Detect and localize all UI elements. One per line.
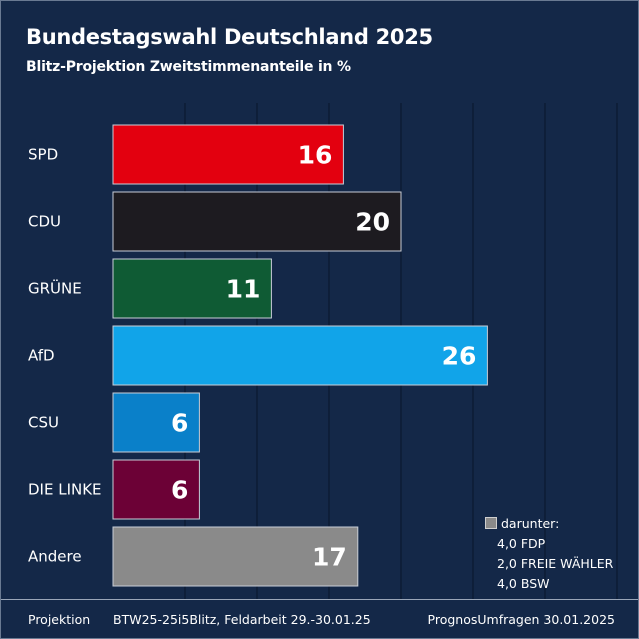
bar-andere bbox=[112, 526, 359, 587]
bar-die-linke bbox=[112, 459, 200, 520]
category-label-andere: Andere bbox=[28, 548, 82, 566]
bar-csu bbox=[112, 392, 200, 453]
footer-type: Projektion bbox=[28, 612, 91, 627]
value-label-andere: 17 bbox=[312, 543, 347, 572]
bar-spd bbox=[112, 124, 344, 185]
value-label-afd: 26 bbox=[442, 342, 477, 371]
category-label-afd: AfD bbox=[28, 347, 55, 365]
legend: darunter: 4,0 FDP 2,0 FREIE WÄHLER 4,0 B… bbox=[485, 514, 613, 594]
value-label-cdu: 20 bbox=[355, 208, 390, 237]
legend-header: darunter: bbox=[485, 514, 613, 534]
bar-cdu bbox=[112, 191, 402, 252]
legend-swatch bbox=[485, 517, 497, 529]
footer-source: PrognosUmfragen 30.01.2025 bbox=[427, 612, 615, 627]
category-label-gruene: GRÜNE bbox=[28, 279, 82, 298]
bars bbox=[112, 124, 488, 587]
chart-subtitle: Blitz-Projektion Zweitstimmenanteile in … bbox=[26, 59, 351, 75]
footer-study: BTW25-25i5Blitz, Feldarbeit 29.-30.01.25 bbox=[113, 612, 371, 627]
chart-title: Bundestagswahl Deutschland 2025 bbox=[26, 25, 433, 49]
legend-item-freie-waehler: 2,0 FREIE WÄHLER bbox=[497, 556, 614, 571]
value-label-gruene: 11 bbox=[226, 275, 261, 304]
category-label-die-linke: DIE LINKE bbox=[28, 481, 102, 499]
value-label-csu: 6 bbox=[171, 409, 188, 438]
category-label-csu: CSU bbox=[28, 414, 59, 432]
bar-afd bbox=[112, 325, 488, 386]
bar-chart: SPD 16 CDU 20 GRÜNE 11 AfD 26 CSU 6 DIE LINKE 6 Ande… bbox=[28, 103, 618, 599]
category-label-spd: SPD bbox=[28, 146, 58, 164]
category-label-cdu: CDU bbox=[28, 213, 61, 231]
value-label-die-linke: 6 bbox=[171, 476, 188, 505]
bar-gruene bbox=[112, 258, 272, 319]
legend-item-fdp: 4,0 FDP bbox=[497, 536, 546, 551]
legend-label: darunter: bbox=[501, 516, 560, 531]
footer: Projektion BTW25-25i5Blitz, Feldarbeit 2… bbox=[1, 599, 638, 638]
value-label-spd: 16 bbox=[298, 141, 333, 170]
labels: SPD 16 CDU 20 GRÜNE 11 AfD 26 CSU 6 DIE LINKE 6 Ande… bbox=[28, 141, 476, 572]
legend-item-bsw: 4,0 BSW bbox=[497, 576, 550, 591]
